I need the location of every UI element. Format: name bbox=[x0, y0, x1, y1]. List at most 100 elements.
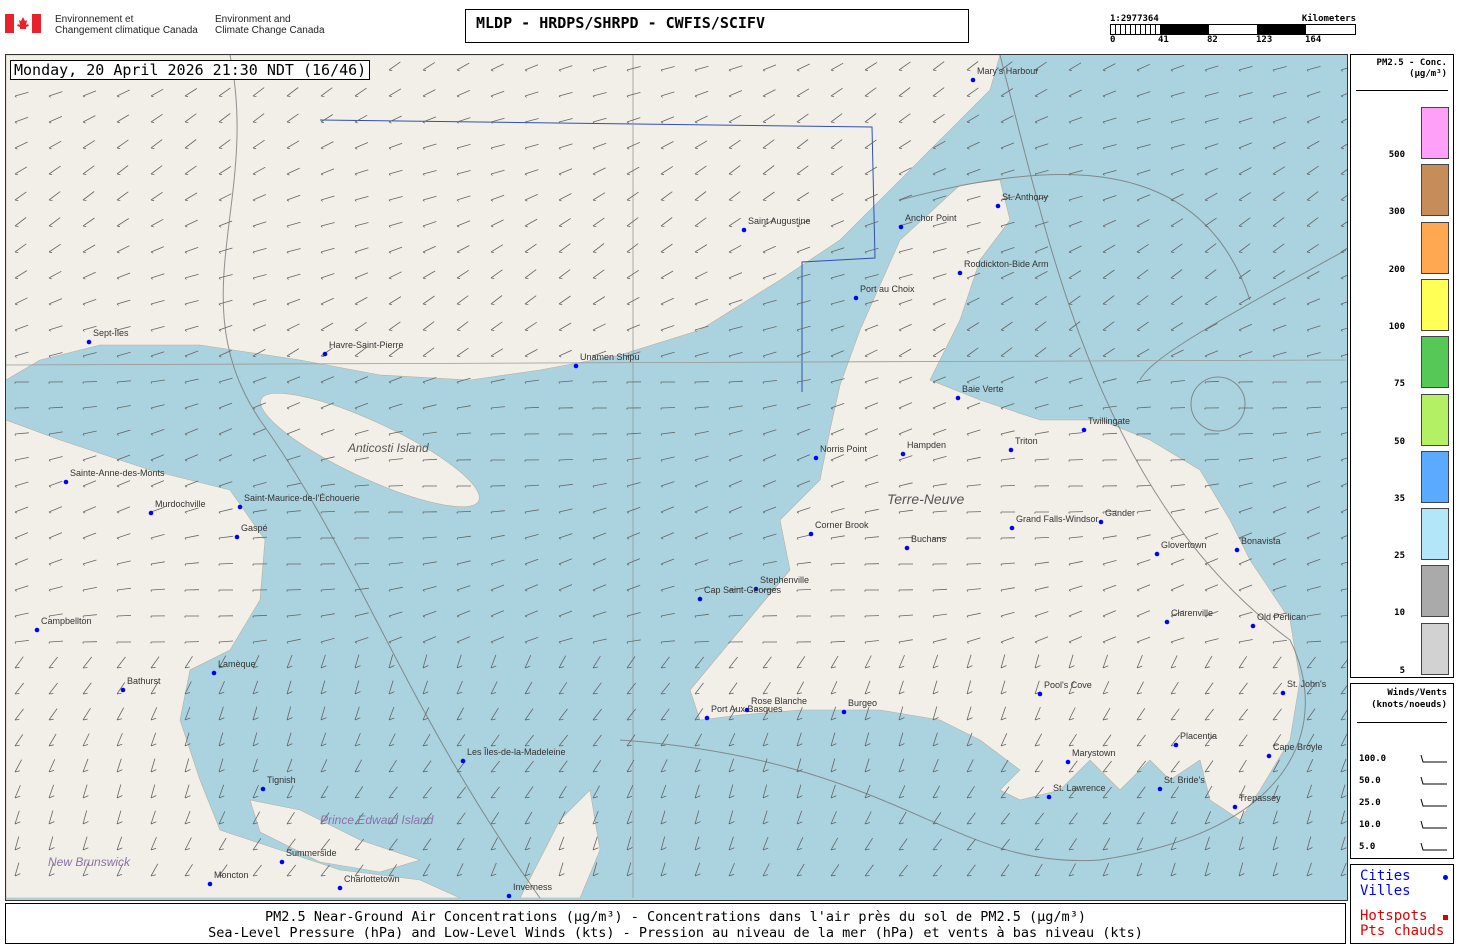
city-dot bbox=[808, 531, 814, 537]
city-dot bbox=[853, 295, 859, 301]
city-label: Havre-Saint-Pierre bbox=[329, 340, 404, 350]
legend-swatch bbox=[1421, 107, 1449, 159]
city-label: Port Aux Basques bbox=[711, 704, 783, 714]
legend-label: 500 bbox=[1388, 150, 1405, 160]
city-label: Murdochville bbox=[155, 499, 206, 509]
city-label: Stephenville bbox=[760, 575, 810, 585]
city-dot bbox=[120, 687, 126, 693]
city-dot bbox=[900, 451, 906, 457]
city-label: Grand Falls-Windsor bbox=[1016, 514, 1099, 524]
scale-tick: 164 bbox=[1305, 35, 1322, 45]
city-label: Summerside bbox=[286, 848, 337, 858]
city-label: Buchans bbox=[911, 534, 947, 544]
legend-label: 25 bbox=[1394, 551, 1405, 562]
wind-speed-label: 50.0 bbox=[1359, 776, 1381, 786]
city-dot bbox=[970, 77, 976, 83]
legend-label: 75 bbox=[1394, 379, 1405, 390]
city-dot bbox=[1154, 551, 1160, 557]
city-dot bbox=[322, 351, 328, 357]
agency-name-fr: Environnement et Changement climatique Ca… bbox=[55, 14, 198, 36]
city-label: Trepassey bbox=[1239, 793, 1281, 803]
legend-swatch bbox=[1421, 278, 1449, 331]
city-label: Charlottetown bbox=[344, 874, 400, 884]
scale-tick: 0 bbox=[1110, 35, 1116, 45]
wind-speed-label: 5.0 bbox=[1359, 842, 1376, 852]
wind-speed-label: 25.0 bbox=[1359, 798, 1381, 808]
city-dot bbox=[237, 504, 243, 510]
city-label: Tignish bbox=[267, 775, 296, 785]
city-label: Norris Point bbox=[820, 444, 868, 454]
city-label: Anchor Point bbox=[905, 213, 957, 223]
city-dot bbox=[148, 510, 154, 516]
hotspot-square-icon bbox=[1443, 915, 1448, 920]
city-dot bbox=[957, 270, 963, 276]
scale-tick: 41 bbox=[1158, 35, 1169, 45]
city-dot bbox=[995, 203, 1001, 209]
city-label: Clarenville bbox=[1171, 608, 1214, 618]
city-dot bbox=[234, 534, 240, 540]
city-dot bbox=[1173, 742, 1179, 748]
cities-legend: Cities Villes bbox=[1351, 865, 1453, 899]
legend-swatch bbox=[1421, 622, 1449, 675]
scale-tick: 82 bbox=[1207, 35, 1218, 45]
city-label: St. John's bbox=[1287, 679, 1327, 689]
city-label: Corner Brook bbox=[815, 520, 869, 530]
wind-legend-unit: (knots/noeuds) bbox=[1371, 700, 1447, 710]
scale-ratio: 1:2977364 bbox=[1110, 14, 1159, 24]
city-dot bbox=[460, 758, 466, 764]
city-label: Gaspé bbox=[241, 523, 268, 533]
city-dot bbox=[697, 596, 703, 602]
city-dot bbox=[744, 707, 750, 713]
city-markers bbox=[34, 77, 1286, 899]
scale-bar: 1:2977364 Kilometers 0 41 82 123 164 bbox=[1110, 14, 1356, 47]
city-label: Bonavista bbox=[1241, 536, 1281, 546]
city-dot bbox=[898, 224, 904, 230]
legend-swatch bbox=[1421, 164, 1449, 217]
product-title: MLDP - HRDPS/SHRPD - CWFIS/SCIFV bbox=[465, 9, 969, 43]
map-canvas: Anticosti Island Terre-Neuve Prince Edwa… bbox=[6, 55, 1347, 899]
city-label: Saint-Maurice-de-l'Échouerie bbox=[244, 493, 360, 503]
city-label: Moncton bbox=[214, 870, 249, 880]
city-dot bbox=[1232, 804, 1238, 810]
city-dot bbox=[260, 786, 266, 792]
city-label: Baie Verte bbox=[962, 384, 1004, 394]
city-label: Marystown bbox=[1072, 748, 1116, 758]
legend-swatch bbox=[1421, 450, 1449, 503]
city-dot-icon bbox=[1443, 875, 1448, 880]
map-view[interactable]: Anticosti Island Terre-Neuve Prince Edwa… bbox=[5, 54, 1348, 901]
city-label: Lamèque bbox=[218, 659, 256, 669]
city-dot bbox=[1065, 759, 1071, 765]
city-label: Sainte-Anne-des-Monts bbox=[70, 468, 165, 478]
legend-unit: (µg/m³) bbox=[1409, 69, 1447, 79]
region-label: Anticosti Island bbox=[347, 441, 429, 455]
city-label: Gander bbox=[1105, 508, 1136, 518]
city-dot bbox=[1081, 427, 1087, 433]
city-label: Port au Choix bbox=[860, 284, 915, 294]
isobars bbox=[222, 55, 1347, 899]
city-label: Inverness bbox=[513, 882, 553, 892]
legend-swatch bbox=[1421, 508, 1449, 561]
legend-swatch bbox=[1421, 221, 1449, 274]
caption-line: PM2.5 Near-Ground Air Concentrations (µg… bbox=[265, 909, 1086, 925]
legend-label: 10 bbox=[1394, 608, 1405, 619]
legend-swatch bbox=[1421, 565, 1449, 618]
city-label: Rose Blanche bbox=[751, 696, 808, 706]
legend-title: PM2.5 - Conc. bbox=[1376, 58, 1447, 68]
caption-line: Sea-Level Pressure (hPa) and Low-Level W… bbox=[208, 925, 1143, 941]
wind-barb-icon bbox=[1420, 820, 1447, 829]
legend-label: 50 bbox=[1394, 436, 1405, 447]
agency-name-en: Environment and Climate Change Canada bbox=[215, 14, 325, 36]
wind-legend-title: Winds/Vents bbox=[1387, 688, 1447, 698]
legend-label: 200 bbox=[1388, 264, 1405, 275]
wind-legend: Winds/Vents (knots/noeuds) 100.0 50.0 25.0 1… bbox=[1350, 683, 1454, 859]
city-dot bbox=[741, 227, 747, 233]
region-label: Terre-Neuve bbox=[887, 491, 965, 507]
city-label: Triton bbox=[1015, 436, 1038, 446]
city-label: Cape Broyle bbox=[1273, 742, 1323, 752]
city-dot bbox=[1250, 623, 1256, 629]
city-dot bbox=[34, 627, 40, 633]
city-dot bbox=[1037, 691, 1043, 697]
city-dot bbox=[1009, 525, 1015, 531]
city-dot bbox=[207, 881, 213, 887]
city-dot bbox=[573, 363, 579, 369]
